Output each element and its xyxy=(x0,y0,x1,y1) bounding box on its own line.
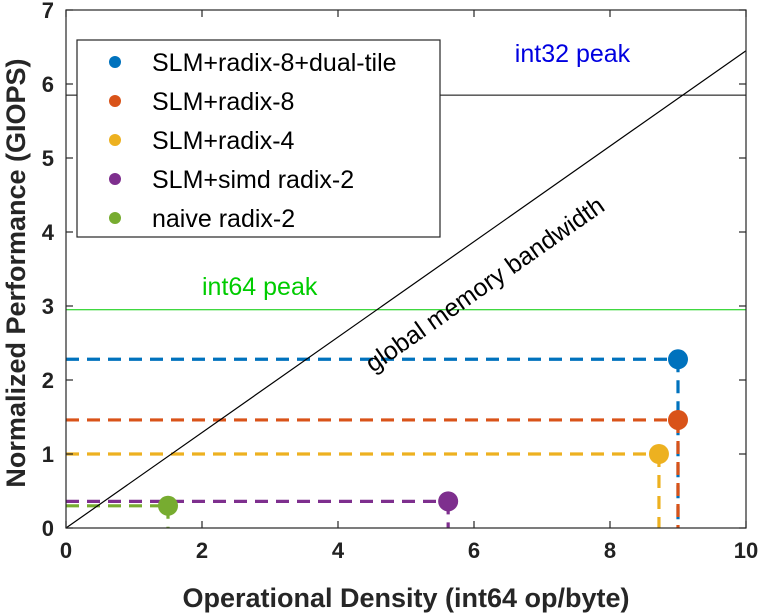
legend: SLM+radix-8+dual-tile SLM+radix-8 SLM+radi… xyxy=(76,39,441,238)
y-tick-label: 4 xyxy=(42,220,55,245)
y-tick-label: 2 xyxy=(42,368,54,393)
legend-entry: naive radix-2 xyxy=(152,205,295,233)
x-tick-label: 4 xyxy=(332,538,345,563)
data-point xyxy=(668,409,688,430)
x-tick-label: 6 xyxy=(468,538,480,563)
data-point xyxy=(158,495,178,516)
data-point xyxy=(648,444,669,464)
y-tick-label: 6 xyxy=(42,72,54,97)
x-tick-label: 8 xyxy=(604,538,616,563)
bandwidth-line xyxy=(65,50,747,529)
legend-entry: SLM+simd radix-2 xyxy=(152,166,354,194)
y-tick-label: 3 xyxy=(42,294,54,319)
data-point xyxy=(668,349,688,370)
dashed-drop-lines xyxy=(66,357,680,528)
y-tick-label: 5 xyxy=(42,146,54,171)
legend-box xyxy=(76,39,441,238)
x-axis-label: Operational Density (int64 op/byte) xyxy=(182,583,629,613)
y-tick-label: 7 xyxy=(42,0,54,23)
legend-entry: SLM+radix-4 xyxy=(152,127,295,155)
peak-label: int32 peak xyxy=(515,40,631,68)
plot-frame xyxy=(65,9,747,529)
peak-label: int64 peak xyxy=(202,273,318,301)
legend-marker xyxy=(109,95,121,107)
axis-ticks: 0 2 4 6 8 10 0 1 2 3 4 5 6 7 xyxy=(42,0,758,563)
legend-entry: SLM+radix-8+dual-tile xyxy=(152,49,397,77)
legend-marker xyxy=(109,134,121,146)
legend-entry: SLM+radix-8 xyxy=(152,88,294,116)
y-tick-label: 1 xyxy=(42,442,54,467)
y-tick-label: 0 xyxy=(42,516,54,541)
x-tick-label: 2 xyxy=(196,538,208,563)
x-tick-label: 0 xyxy=(60,538,72,563)
data-point xyxy=(438,491,459,512)
legend-marker xyxy=(109,56,121,68)
legend-marker xyxy=(109,173,121,185)
legend-marker xyxy=(109,212,121,224)
data-points xyxy=(158,349,688,516)
y-axis-label: Normalized Performance (GIOPS) xyxy=(1,58,31,487)
x-tick-label: 10 xyxy=(734,538,758,563)
